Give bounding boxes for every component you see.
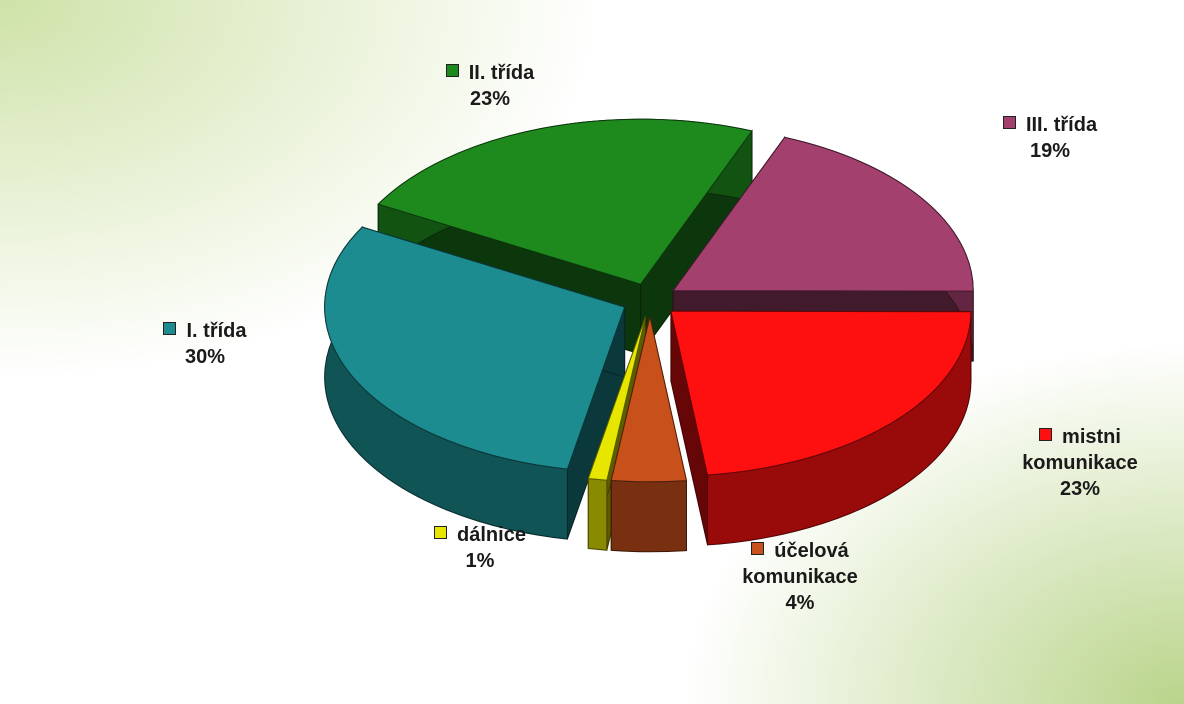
category-name: mistni komunikace <box>1022 426 1138 474</box>
value-label: 4% <box>785 592 815 614</box>
legend-swatch <box>1039 428 1053 441</box>
slice-rim <box>587 477 608 551</box>
slice-label: dálnice 1% <box>395 522 565 574</box>
slice-label: účelová komunikace 4% <box>715 538 885 616</box>
slice-label: mistni komunikace 23% <box>995 424 1165 502</box>
slice <box>670 310 972 546</box>
slice-label: II. třída 23% <box>405 60 575 112</box>
slice-label: I. třída 30% <box>120 318 290 370</box>
category-name: I. třída <box>186 320 247 342</box>
category-name: III. třída <box>1025 114 1098 136</box>
value-label: 19% <box>1029 140 1071 162</box>
category-name: dálnice <box>457 524 526 546</box>
slice-top <box>587 316 647 481</box>
slice-rim <box>610 479 687 553</box>
legend-swatch <box>751 542 765 555</box>
category-name: účelová komunikace <box>742 540 858 588</box>
slice-top <box>672 136 974 292</box>
slice <box>610 316 688 553</box>
slice <box>324 225 626 540</box>
legend-swatch <box>434 526 448 539</box>
legend-swatch <box>163 322 177 335</box>
value-label: 23% <box>469 88 511 110</box>
value-label: 1% <box>465 550 495 572</box>
legend-swatch <box>1002 116 1016 129</box>
legend-swatch <box>445 64 459 77</box>
slice-top <box>610 316 688 483</box>
slice-top <box>324 226 626 470</box>
value-label: 23% <box>1059 478 1101 500</box>
slice-label: III. třída 19% <box>965 112 1135 164</box>
value-label: 30% <box>184 346 226 368</box>
category-name: II. třída <box>468 62 535 84</box>
slice-top <box>670 310 972 476</box>
slice-top <box>377 118 753 285</box>
